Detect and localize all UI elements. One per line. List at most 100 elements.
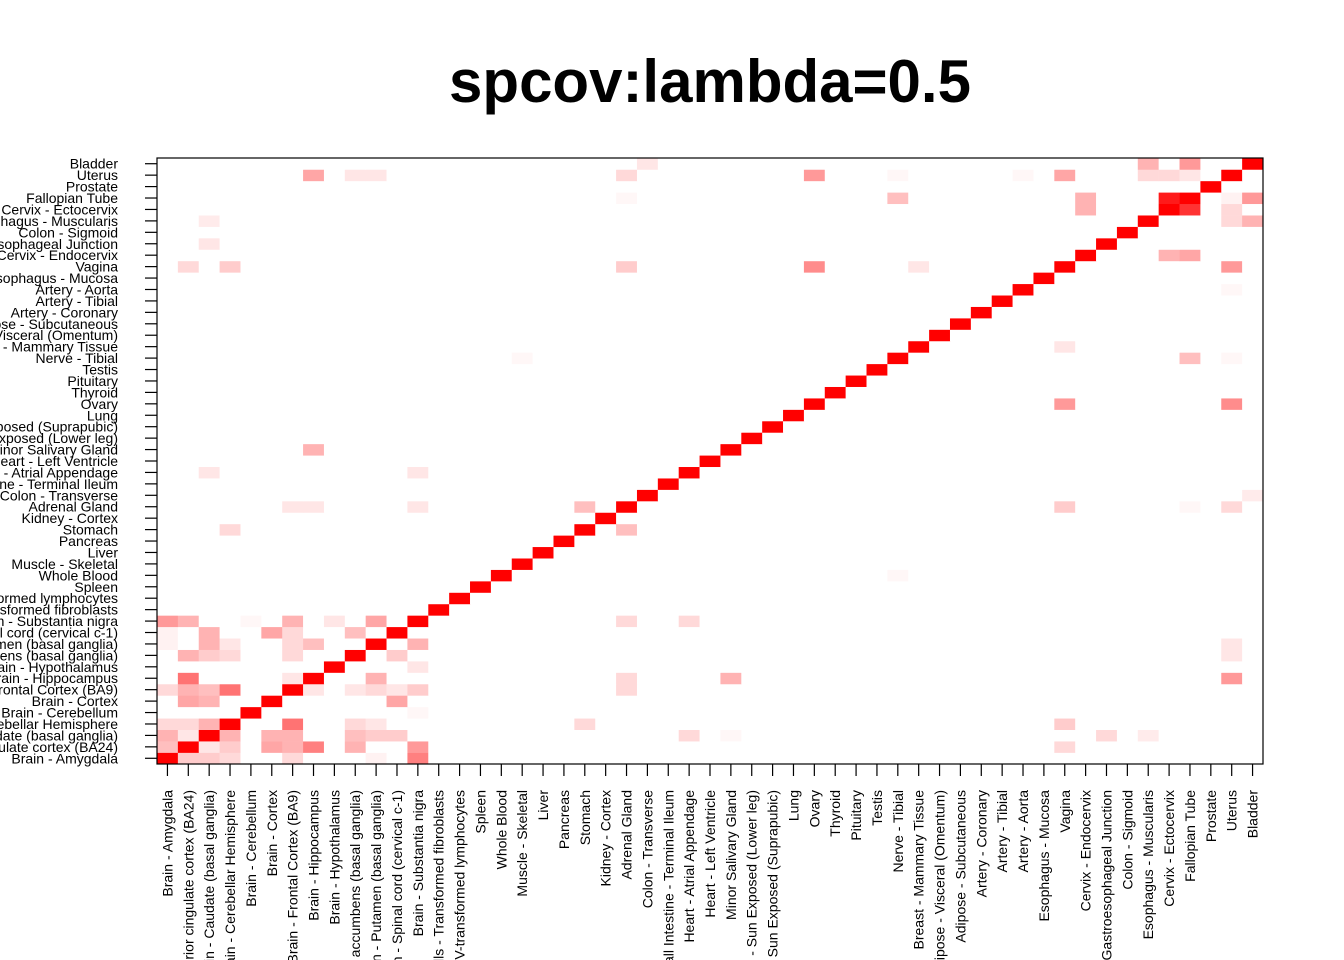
heat-cell <box>866 283 888 296</box>
heat-cell <box>428 661 450 673</box>
heat-cell <box>991 752 1013 765</box>
heat-cell <box>490 683 513 696</box>
heat-cell <box>929 443 951 456</box>
heat-cell <box>470 546 492 559</box>
heat-cell <box>240 329 262 342</box>
heat-cell <box>887 283 909 296</box>
heat-cell <box>657 318 679 330</box>
heat-cell <box>1012 683 1034 696</box>
heat-cell <box>991 478 1013 490</box>
heat-cell <box>282 638 304 650</box>
heat-cell <box>407 478 429 490</box>
heat-cell <box>1158 535 1180 548</box>
heat-cell <box>511 192 533 205</box>
y-tick-label: Nerve - Tibial <box>36 350 118 366</box>
heat-cell <box>1158 718 1180 730</box>
heat-cell <box>845 203 867 216</box>
heat-cell <box>699 569 721 582</box>
heat-cell <box>574 523 596 536</box>
heat-cell <box>720 706 742 719</box>
heat-cell <box>887 192 909 205</box>
heat-cell <box>720 672 742 685</box>
heat-cell <box>1221 386 1243 399</box>
heat-cell <box>428 158 450 170</box>
heat-cell <box>323 718 346 730</box>
heat-cell <box>261 203 283 216</box>
heat-cell <box>407 158 429 170</box>
heat-cell <box>303 466 325 479</box>
heat-cell <box>198 523 220 536</box>
heat-cell <box>866 375 888 387</box>
heat-cell <box>1137 603 1159 616</box>
heat-cell <box>783 260 805 273</box>
heat-cell <box>1116 683 1139 696</box>
heat-cell <box>1200 329 1222 342</box>
heat-cell <box>1054 295 1076 307</box>
heat-cell <box>323 260 346 273</box>
heat-cell <box>198 638 220 650</box>
heat-cell <box>449 695 471 708</box>
heat-cell <box>177 420 200 433</box>
heat-cell <box>365 649 387 662</box>
heat-cell <box>553 295 575 307</box>
heat-cell <box>1137 661 1159 673</box>
heat-cell <box>1158 626 1180 639</box>
heat-cell <box>1012 329 1034 342</box>
heat-cell <box>1033 432 1055 445</box>
heat-cell <box>887 295 909 307</box>
heat-cell <box>1158 272 1180 285</box>
heat-cell <box>261 661 283 673</box>
heat-cell <box>803 546 826 559</box>
heat-cell <box>261 478 283 490</box>
heat-cell <box>678 249 700 262</box>
heat-cell <box>866 603 888 616</box>
x-tick-label: Brain - Cortex <box>264 790 280 876</box>
heat-cell <box>929 615 951 628</box>
heat-cell <box>595 352 617 365</box>
heat-cell <box>657 340 679 353</box>
heat-cell <box>282 226 304 239</box>
heat-cell <box>240 603 262 616</box>
heat-cell <box>1158 638 1180 650</box>
x-tick-label: Skin - Sun Exposed (Lower leg) <box>744 790 760 960</box>
heat-cell <box>636 546 659 559</box>
heat-cell <box>1033 626 1055 639</box>
heat-cell <box>1033 478 1055 490</box>
heat-cell <box>1200 683 1222 696</box>
heat-cell <box>428 329 450 342</box>
heat-cell <box>1012 489 1034 502</box>
heat-cell <box>365 386 387 399</box>
heat-cell <box>407 363 429 376</box>
heat-cell <box>219 249 241 262</box>
heat-cell <box>198 420 220 433</box>
heat-cell <box>177 615 200 628</box>
heat-cell <box>1179 649 1201 662</box>
heat-cell <box>323 386 346 399</box>
heat-cell <box>240 752 262 765</box>
heat-cell <box>323 501 346 513</box>
heat-cell <box>198 203 220 216</box>
x-tick-label: Esophagus - Mucosa <box>1036 790 1052 922</box>
heat-cell <box>1158 603 1180 616</box>
heat-cell <box>240 455 262 468</box>
heat-cell <box>616 512 638 525</box>
x-tick-label: Breast - Mammary Tissue <box>911 790 927 950</box>
heat-cell <box>219 626 241 639</box>
heat-cell <box>970 592 993 605</box>
heat-cell <box>261 695 283 708</box>
heat-cell <box>177 672 200 685</box>
heat-cell <box>323 649 346 662</box>
heat-cell <box>240 306 262 319</box>
heat-cell <box>261 489 283 502</box>
heat-cell <box>323 478 346 490</box>
heat-cell <box>449 603 471 616</box>
heat-cell <box>407 260 429 273</box>
heat-cell <box>470 729 492 742</box>
heat-cell <box>908 729 930 742</box>
heat-cell <box>949 752 972 765</box>
y-tick-label: Prostate <box>66 179 118 195</box>
heat-cell <box>240 626 262 639</box>
heat-cell <box>490 375 513 387</box>
heat-cell <box>198 615 220 628</box>
heat-cell <box>657 718 679 730</box>
